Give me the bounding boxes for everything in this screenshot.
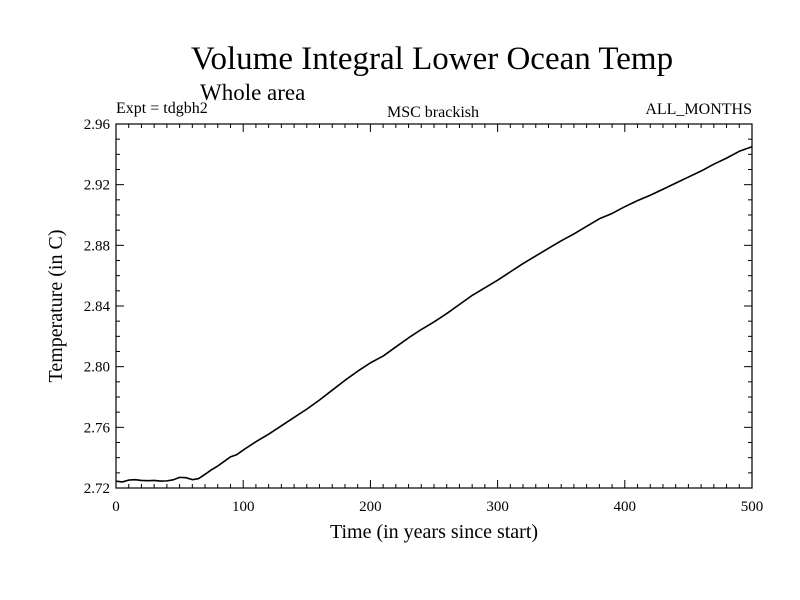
y-tick-label: 2.72 [84,481,110,497]
y-tick-label: 2.96 [84,117,111,133]
x-tick-labels: 0 100 200 300 400 500 [112,499,763,515]
y-axis-label: Temperature (in C) [45,230,67,383]
x-tick-label: 500 [741,499,764,515]
x-tick-label: 0 [112,499,120,515]
plot-frame [115,123,753,489]
y-tick-label: 2.76 [84,420,111,436]
y-tick-label: 2.92 [84,178,110,194]
annotation-left: Expt = tdgbh2 [116,100,208,117]
chart-subtitle: Whole area [200,80,305,105]
annotation-center: MSC brackish [387,104,479,121]
chart-title: Volume Integral Lower Ocean Temp [191,41,673,77]
x-tick-label: 400 [614,499,637,515]
x-tick-label: 100 [232,499,255,515]
x-tick-label: 200 [359,499,382,515]
y-tick-label: 2.80 [84,360,110,376]
x-axis-label: Time (in years since start) [330,521,538,543]
x-tick-label: 300 [486,499,509,515]
y-tick-label: 2.84 [84,299,111,315]
y-tick-labels: 2.72 2.76 2.80 2.84 2.88 2.92 2.96 [84,117,111,497]
axis-ticks [115,123,753,489]
annotation-right: ALL_MONTHS [645,101,752,118]
y-tick-label: 2.88 [84,238,110,254]
series-line [115,145,753,483]
